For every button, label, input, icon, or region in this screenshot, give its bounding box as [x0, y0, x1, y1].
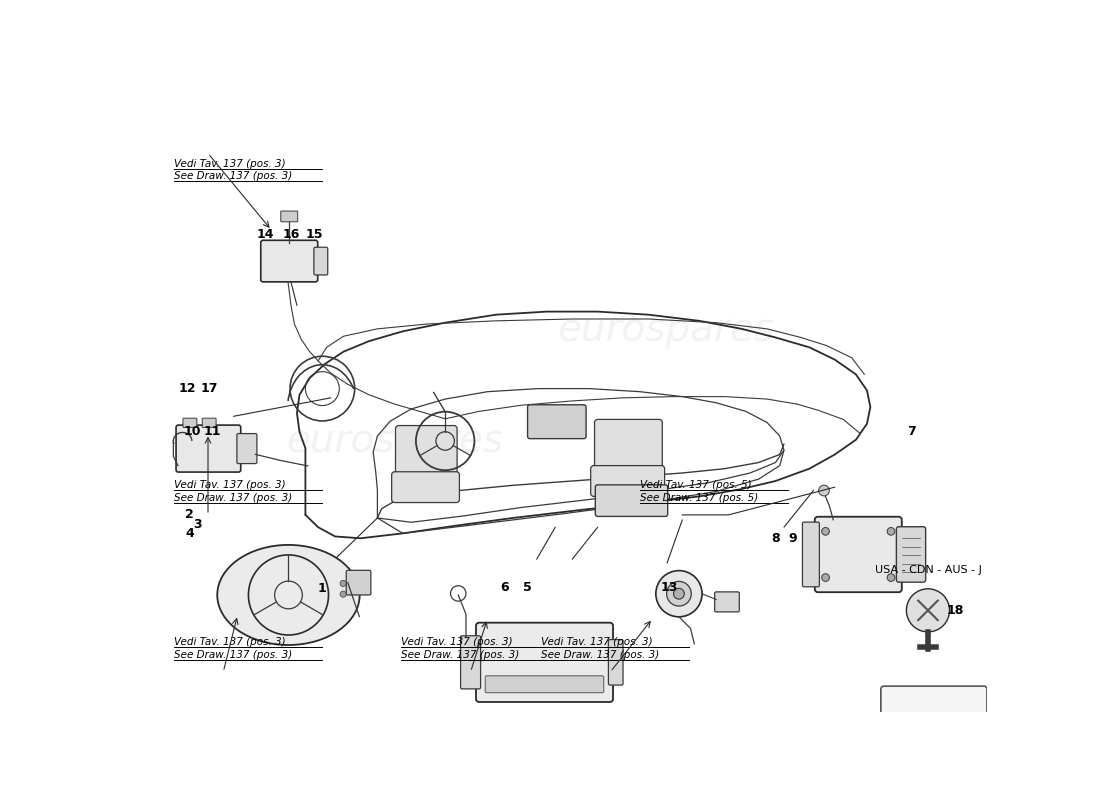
Circle shape — [887, 527, 895, 535]
FancyBboxPatch shape — [803, 522, 820, 586]
Text: See Draw. 137 (pos. 3): See Draw. 137 (pos. 3) — [541, 650, 659, 660]
Text: Vedi Tav. 137 (pos. 3): Vedi Tav. 137 (pos. 3) — [402, 638, 513, 647]
Text: See Draw. 137 (pos. 5): See Draw. 137 (pos. 5) — [640, 493, 758, 502]
FancyBboxPatch shape — [396, 426, 458, 479]
Text: 12: 12 — [178, 382, 196, 395]
FancyBboxPatch shape — [881, 686, 987, 800]
Text: 10: 10 — [184, 426, 201, 438]
FancyBboxPatch shape — [314, 247, 328, 275]
Text: Vedi Tav. 137 (pos. 3): Vedi Tav. 137 (pos. 3) — [174, 158, 286, 169]
FancyBboxPatch shape — [280, 211, 298, 222]
Text: 4: 4 — [185, 527, 194, 540]
Text: 9: 9 — [788, 532, 796, 545]
FancyBboxPatch shape — [461, 636, 481, 689]
FancyBboxPatch shape — [528, 405, 586, 438]
FancyBboxPatch shape — [392, 472, 460, 502]
Circle shape — [822, 527, 829, 535]
FancyBboxPatch shape — [176, 425, 241, 472]
FancyBboxPatch shape — [476, 622, 613, 702]
Circle shape — [906, 589, 949, 632]
Text: Vedi Tav. 137 (pos. 3): Vedi Tav. 137 (pos. 3) — [174, 480, 286, 490]
Text: eurospares: eurospares — [557, 311, 774, 349]
FancyBboxPatch shape — [715, 592, 739, 612]
Text: 15: 15 — [305, 228, 322, 241]
FancyBboxPatch shape — [485, 676, 604, 693]
Ellipse shape — [218, 545, 360, 645]
Text: Vedi Tav. 137 (pos. 3): Vedi Tav. 137 (pos. 3) — [174, 638, 286, 647]
Text: USA - CDN - AUS - J: USA - CDN - AUS - J — [874, 566, 981, 575]
Text: 2: 2 — [185, 508, 194, 522]
Text: 11: 11 — [204, 426, 221, 438]
Text: 18: 18 — [946, 604, 964, 617]
FancyBboxPatch shape — [236, 434, 257, 463]
Circle shape — [340, 580, 346, 586]
FancyBboxPatch shape — [346, 570, 371, 595]
Text: Vedi Tav. 137 (pos. 3): Vedi Tav. 137 (pos. 3) — [541, 638, 652, 647]
Text: 1: 1 — [318, 582, 327, 595]
Text: eurospares: eurospares — [286, 422, 503, 460]
Text: 6: 6 — [500, 581, 509, 594]
FancyBboxPatch shape — [183, 418, 197, 427]
Text: 7: 7 — [906, 426, 915, 438]
FancyBboxPatch shape — [594, 419, 662, 474]
FancyBboxPatch shape — [815, 517, 902, 592]
Circle shape — [340, 591, 346, 598]
Text: 17: 17 — [201, 382, 219, 395]
Circle shape — [887, 574, 895, 582]
Text: See Draw. 137 (pos. 3): See Draw. 137 (pos. 3) — [174, 171, 293, 181]
FancyBboxPatch shape — [896, 526, 926, 582]
FancyBboxPatch shape — [261, 240, 318, 282]
Text: 5: 5 — [522, 581, 531, 594]
Text: 16: 16 — [283, 228, 299, 241]
Text: See Draw. 137 (pos. 3): See Draw. 137 (pos. 3) — [174, 493, 293, 502]
Circle shape — [818, 485, 829, 496]
FancyBboxPatch shape — [595, 485, 668, 517]
Circle shape — [822, 574, 829, 582]
Text: See Draw. 137 (pos. 3): See Draw. 137 (pos. 3) — [402, 650, 519, 660]
Circle shape — [673, 588, 684, 599]
Circle shape — [656, 570, 702, 617]
Text: 3: 3 — [194, 518, 202, 530]
Text: See Draw. 137 (pos. 3): See Draw. 137 (pos. 3) — [174, 650, 293, 660]
FancyBboxPatch shape — [591, 466, 664, 496]
FancyBboxPatch shape — [608, 640, 623, 685]
Text: 14: 14 — [257, 228, 274, 241]
Text: Vedi Tav. 137 (pos. 5): Vedi Tav. 137 (pos. 5) — [640, 480, 751, 490]
Text: 13: 13 — [661, 581, 679, 594]
Circle shape — [667, 582, 691, 606]
Text: 8: 8 — [771, 532, 780, 545]
FancyBboxPatch shape — [202, 418, 216, 427]
